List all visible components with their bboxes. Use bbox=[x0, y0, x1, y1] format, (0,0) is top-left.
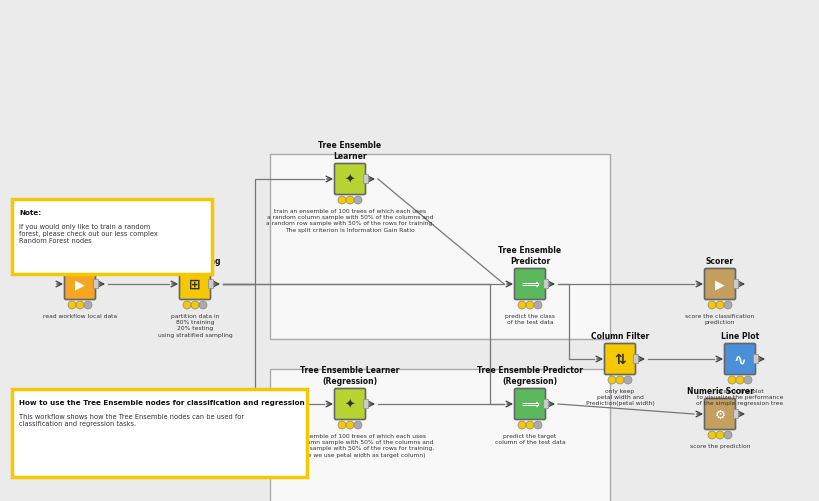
Circle shape bbox=[346, 196, 354, 204]
Circle shape bbox=[518, 302, 525, 310]
FancyBboxPatch shape bbox=[543, 280, 548, 289]
Text: ⚙: ⚙ bbox=[713, 408, 725, 421]
Text: train an ensemble of 100 trees of which each uses
a random column sample with 50: train an ensemble of 100 trees of which … bbox=[265, 433, 433, 457]
Circle shape bbox=[533, 302, 541, 310]
FancyBboxPatch shape bbox=[704, 399, 735, 430]
Text: ∿: ∿ bbox=[733, 352, 745, 367]
Circle shape bbox=[84, 302, 92, 310]
Circle shape bbox=[723, 302, 731, 310]
Text: predict the class
of the test data: predict the class of the test data bbox=[505, 313, 554, 325]
Text: draw a line plot
to visualize the performance
of the simple regression tree: draw a line plot to visualize the perfor… bbox=[695, 388, 783, 406]
Text: score the classification
prediction: score the classification prediction bbox=[685, 313, 753, 325]
Text: score the prediction: score the prediction bbox=[689, 443, 749, 448]
Bar bbox=[12, 199, 212, 275]
Circle shape bbox=[354, 196, 361, 204]
Circle shape bbox=[518, 421, 525, 429]
Text: train an ensemble of 100 trees of which each uses
a random column sample with 50: train an ensemble of 100 trees of which … bbox=[265, 208, 433, 232]
Text: partition data in
80% training
20% testing
using stratified sampling: partition data in 80% training 20% testi… bbox=[157, 313, 232, 337]
FancyBboxPatch shape bbox=[179, 269, 210, 300]
Bar bbox=[269, 155, 609, 339]
Text: ⟹: ⟹ bbox=[520, 398, 538, 411]
Text: Tree Ensemble
Predictor: Tree Ensemble Predictor bbox=[498, 245, 561, 266]
Text: only keep
petal width and
Prediction(petal width): only keep petal width and Prediction(pet… bbox=[585, 388, 654, 406]
FancyBboxPatch shape bbox=[514, 389, 545, 420]
Text: ⊞: ⊞ bbox=[189, 278, 201, 292]
FancyBboxPatch shape bbox=[633, 355, 638, 364]
Text: Note:: Note: bbox=[19, 209, 41, 215]
Text: ⟹: ⟹ bbox=[520, 278, 538, 291]
Text: ▶: ▶ bbox=[714, 278, 724, 291]
Text: Scorer: Scorer bbox=[705, 257, 733, 266]
Text: ✦: ✦ bbox=[344, 173, 355, 186]
Text: predict the target
column of the test data: predict the target column of the test da… bbox=[494, 433, 564, 444]
Circle shape bbox=[715, 302, 723, 310]
Text: Tree Ensemble Predictor
(Regression): Tree Ensemble Predictor (Regression) bbox=[477, 365, 582, 385]
Bar bbox=[269, 369, 609, 501]
Circle shape bbox=[346, 421, 354, 429]
Circle shape bbox=[707, 302, 715, 310]
Text: Line Plot: Line Plot bbox=[720, 331, 758, 340]
Circle shape bbox=[191, 302, 199, 310]
FancyBboxPatch shape bbox=[543, 400, 548, 409]
Text: ✦: ✦ bbox=[344, 398, 355, 411]
Circle shape bbox=[743, 376, 751, 384]
Text: How to use the Tree Ensemble nodes for classification and regression: How to use the Tree Ensemble nodes for c… bbox=[19, 399, 305, 405]
Circle shape bbox=[735, 376, 743, 384]
Text: Tree Ensemble
Learner: Tree Ensemble Learner bbox=[318, 141, 381, 161]
Circle shape bbox=[354, 421, 361, 429]
Circle shape bbox=[337, 421, 346, 429]
FancyBboxPatch shape bbox=[733, 280, 738, 289]
Circle shape bbox=[607, 376, 615, 384]
Circle shape bbox=[183, 302, 191, 310]
Circle shape bbox=[337, 196, 346, 204]
Circle shape bbox=[533, 421, 541, 429]
Circle shape bbox=[727, 376, 735, 384]
FancyBboxPatch shape bbox=[514, 269, 545, 300]
Circle shape bbox=[715, 431, 723, 439]
Circle shape bbox=[76, 302, 84, 310]
FancyBboxPatch shape bbox=[604, 344, 635, 375]
Text: read workflow local data: read workflow local data bbox=[43, 313, 117, 318]
Circle shape bbox=[525, 421, 533, 429]
Text: If you would only like to train a random
forest, please check out our less compl: If you would only like to train a random… bbox=[19, 223, 157, 243]
Circle shape bbox=[199, 302, 206, 310]
Circle shape bbox=[615, 376, 623, 384]
Text: Column Filter: Column Filter bbox=[590, 331, 649, 340]
Text: Numeric Scorer: Numeric Scorer bbox=[686, 386, 753, 395]
Text: ⇅: ⇅ bbox=[613, 352, 625, 366]
FancyBboxPatch shape bbox=[733, 410, 738, 419]
FancyBboxPatch shape bbox=[93, 280, 98, 289]
FancyBboxPatch shape bbox=[334, 389, 365, 420]
Circle shape bbox=[525, 302, 533, 310]
Circle shape bbox=[723, 431, 731, 439]
Text: This workflow shows how the Tree Ensemble nodes can be used for
classification a: This workflow shows how the Tree Ensembl… bbox=[19, 413, 244, 426]
Text: ▶: ▶ bbox=[75, 278, 84, 291]
FancyBboxPatch shape bbox=[704, 269, 735, 300]
FancyBboxPatch shape bbox=[363, 175, 368, 184]
Circle shape bbox=[68, 302, 76, 310]
FancyBboxPatch shape bbox=[65, 269, 95, 300]
Text: Tree Ensemble Learner
(Regression): Tree Ensemble Learner (Regression) bbox=[300, 365, 399, 385]
FancyBboxPatch shape bbox=[208, 280, 213, 289]
Text: Partitioning: Partitioning bbox=[169, 257, 220, 266]
Text: File Reader: File Reader bbox=[56, 257, 105, 266]
Bar bbox=[12, 389, 306, 477]
Circle shape bbox=[707, 431, 715, 439]
FancyBboxPatch shape bbox=[724, 344, 754, 375]
Circle shape bbox=[623, 376, 631, 384]
FancyBboxPatch shape bbox=[753, 355, 758, 364]
FancyBboxPatch shape bbox=[334, 164, 365, 195]
FancyBboxPatch shape bbox=[363, 400, 368, 409]
